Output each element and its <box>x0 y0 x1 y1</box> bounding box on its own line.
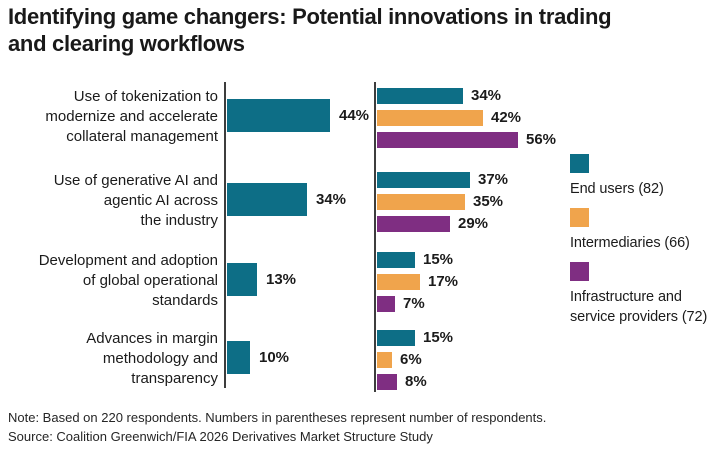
overall-bar <box>227 341 250 374</box>
series-value-label: 7% <box>403 295 425 312</box>
series-value-label: 56% <box>526 131 557 148</box>
series-bar <box>377 374 397 390</box>
series-value-label: 42% <box>491 109 522 126</box>
series-bar <box>377 132 518 148</box>
overall-value-label: 13% <box>266 271 297 288</box>
overall-bar <box>227 99 330 132</box>
series-bar <box>377 352 392 368</box>
series-value-label: 17% <box>428 273 459 290</box>
legend-item: End users (82) <box>570 154 720 199</box>
left-panel-axis-line <box>224 82 226 388</box>
series-value-label: 8% <box>405 373 427 390</box>
series-bar <box>377 88 463 104</box>
series-value-label: 6% <box>400 351 422 368</box>
legend-label: End users (82) <box>570 181 664 197</box>
legend-label: Infrastructure and service providers (72… <box>570 289 708 325</box>
category-label: Advances in margin methodology and trans… <box>86 330 218 387</box>
overall-value-label: 10% <box>259 349 290 366</box>
chart-title: Identifying game changers: Potential inn… <box>8 4 612 56</box>
series-bar <box>377 172 470 188</box>
series-value-label: 15% <box>423 251 454 268</box>
chart-footer: Note: Based on 220 respondents. Numbers … <box>8 408 716 446</box>
series-bar <box>377 110 483 126</box>
legend: End users (82) Intermediaries (66) Infrast… <box>570 154 720 336</box>
legend-color-swatch <box>570 262 589 281</box>
series-value-label: 29% <box>458 215 489 232</box>
series-bar <box>377 330 415 346</box>
legend-label: Intermediaries (66) <box>570 235 690 251</box>
overall-bar <box>227 263 257 296</box>
series-bar <box>377 252 415 268</box>
note-text: Note: Based on 220 respondents. Numbers … <box>8 410 547 425</box>
legend-color-swatch <box>570 154 589 173</box>
legend-item: Infrastructure and service providers (72… <box>570 262 720 327</box>
series-bar <box>377 296 395 312</box>
series-bar <box>377 216 450 232</box>
overall-value-label: 34% <box>316 191 347 208</box>
right-panel-axis-line <box>374 82 376 392</box>
overall-bar <box>227 183 307 216</box>
overall-value-label: 44% <box>339 107 370 124</box>
series-value-label: 37% <box>478 171 509 188</box>
series-value-label: 34% <box>471 87 502 104</box>
legend-item: Intermediaries (66) <box>570 208 720 253</box>
category-label: Use of generative AI and agentic AI acro… <box>53 172 218 229</box>
category-label: Use of tokenization to modernize and acc… <box>45 88 218 145</box>
legend-color-swatch <box>570 208 589 227</box>
series-value-label: 15% <box>423 329 454 346</box>
source-text: Source: Coalition Greenwich/FIA 2026 Der… <box>8 429 433 444</box>
series-value-label: 35% <box>473 193 504 210</box>
series-bar <box>377 194 465 210</box>
category-label: Development and adoption of global opera… <box>38 252 218 309</box>
series-bar <box>377 274 420 290</box>
